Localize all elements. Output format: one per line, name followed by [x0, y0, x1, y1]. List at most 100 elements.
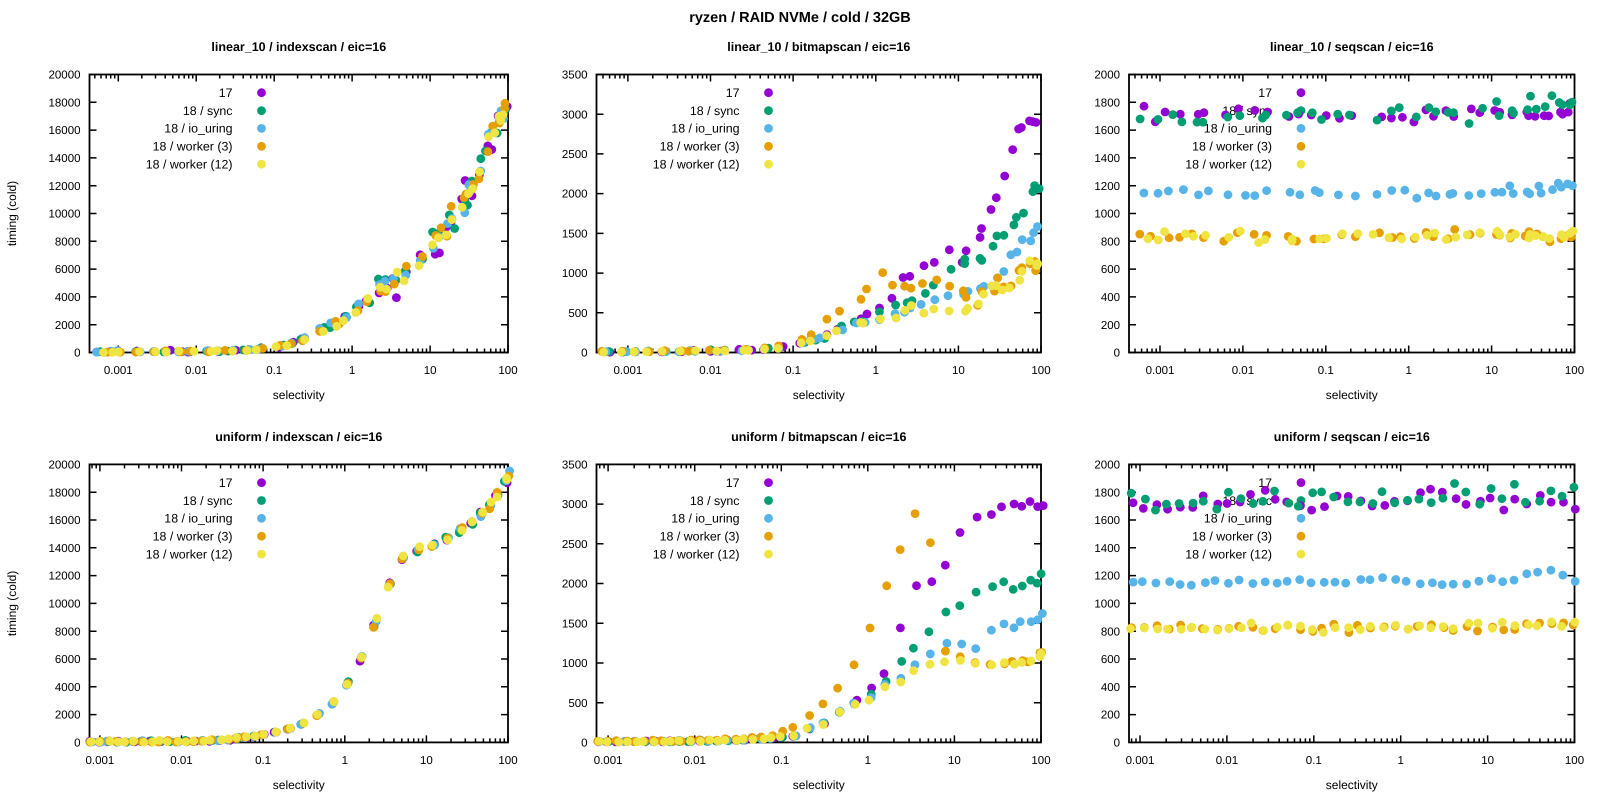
svg-text:400: 400	[1101, 292, 1120, 304]
svg-text:600: 600	[1101, 654, 1120, 666]
svg-text:500: 500	[568, 308, 587, 320]
svg-text:18 / worker (12): 18 / worker (12)	[1185, 158, 1272, 172]
svg-text:selectivity: selectivity	[793, 778, 845, 792]
svg-text:1500: 1500	[562, 229, 588, 241]
svg-text:20000: 20000	[49, 70, 81, 82]
svg-text:18 / io_uring: 18 / io_uring	[671, 122, 739, 136]
svg-text:16000: 16000	[49, 515, 81, 527]
svg-text:0: 0	[74, 738, 80, 750]
svg-text:10: 10	[948, 755, 961, 767]
svg-text:10: 10	[424, 365, 437, 377]
svg-text:18 / worker (3): 18 / worker (3)	[660, 140, 740, 154]
svg-text:0.01: 0.01	[185, 365, 207, 377]
svg-text:17: 17	[219, 476, 233, 490]
svg-text:0: 0	[74, 348, 80, 360]
svg-text:1000: 1000	[562, 268, 588, 280]
svg-text:100: 100	[1031, 755, 1050, 767]
svg-text:8000: 8000	[55, 236, 81, 248]
svg-text:selectivity: selectivity	[793, 388, 845, 402]
svg-text:0.01: 0.01	[170, 755, 192, 767]
svg-text:3000: 3000	[562, 109, 588, 121]
svg-text:17: 17	[1258, 476, 1272, 490]
svg-text:2000: 2000	[1094, 460, 1120, 472]
svg-text:2500: 2500	[562, 149, 588, 161]
svg-text:0.001: 0.001	[1146, 365, 1175, 377]
svg-text:0.1: 0.1	[1306, 755, 1322, 767]
svg-text:0: 0	[581, 738, 587, 750]
svg-text:600: 600	[1101, 264, 1120, 276]
svg-text:2000: 2000	[562, 189, 588, 201]
svg-text:18 / worker (3): 18 / worker (3)	[153, 140, 233, 154]
svg-text:4000: 4000	[55, 292, 81, 304]
svg-text:18 / sync: 18 / sync	[183, 494, 233, 508]
svg-text:18 / io_uring: 18 / io_uring	[671, 512, 739, 526]
svg-text:uniform / indexscan / eic=16: uniform / indexscan / eic=16	[215, 430, 382, 444]
svg-text:6000: 6000	[55, 264, 81, 276]
svg-text:1800: 1800	[1094, 487, 1120, 499]
svg-text:1: 1	[1405, 365, 1411, 377]
svg-text:10000: 10000	[49, 599, 81, 611]
svg-text:800: 800	[1101, 626, 1120, 638]
svg-text:selectivity: selectivity	[273, 388, 325, 402]
svg-text:18 / sync: 18 / sync	[690, 494, 740, 508]
svg-text:18 / worker (12): 18 / worker (12)	[146, 547, 233, 561]
svg-text:12000: 12000	[49, 571, 81, 583]
svg-text:400: 400	[1101, 682, 1120, 694]
svg-text:800: 800	[1101, 236, 1120, 248]
svg-text:18 / worker (3): 18 / worker (3)	[153, 530, 233, 544]
svg-text:1600: 1600	[1094, 125, 1120, 137]
svg-text:1800: 1800	[1094, 97, 1120, 109]
svg-text:2000: 2000	[55, 710, 81, 722]
svg-text:0.001: 0.001	[614, 365, 643, 377]
svg-text:linear_10 / bitmapscan / eic=1: linear_10 / bitmapscan / eic=16	[727, 40, 910, 54]
svg-text:1500: 1500	[562, 618, 588, 630]
svg-text:3500: 3500	[562, 460, 588, 472]
svg-text:2000: 2000	[1094, 70, 1120, 82]
svg-text:0.001: 0.001	[1126, 755, 1155, 767]
svg-text:18000: 18000	[49, 487, 81, 499]
svg-text:18 / worker (3): 18 / worker (3)	[1192, 140, 1272, 154]
svg-text:selectivity: selectivity	[273, 778, 325, 792]
svg-text:1600: 1600	[1094, 515, 1120, 527]
svg-text:timing (cold): timing (cold)	[5, 571, 19, 636]
svg-text:100: 100	[498, 365, 517, 377]
svg-text:10: 10	[1481, 755, 1494, 767]
svg-text:18 / worker (12): 18 / worker (12)	[1185, 547, 1272, 561]
svg-text:uniform / bitmapscan / eic=16: uniform / bitmapscan / eic=16	[731, 430, 906, 444]
svg-text:0.1: 0.1	[266, 365, 282, 377]
svg-text:0.01: 0.01	[684, 755, 706, 767]
svg-text:linear_10 / seqscan / eic=16: linear_10 / seqscan / eic=16	[1270, 40, 1434, 54]
svg-text:linear_10 / indexscan / eic=16: linear_10 / indexscan / eic=16	[211, 40, 386, 54]
svg-text:18 / sync: 18 / sync	[183, 104, 233, 118]
svg-text:10: 10	[420, 755, 433, 767]
svg-text:0.1: 0.1	[773, 755, 789, 767]
svg-text:18 / worker (3): 18 / worker (3)	[1192, 530, 1272, 544]
svg-text:2000: 2000	[562, 579, 588, 591]
svg-text:1: 1	[873, 365, 879, 377]
svg-text:1: 1	[865, 755, 871, 767]
svg-text:3000: 3000	[562, 499, 588, 511]
svg-text:10: 10	[1485, 365, 1498, 377]
svg-text:17: 17	[1258, 86, 1272, 100]
svg-text:100: 100	[1031, 365, 1050, 377]
svg-text:17: 17	[726, 86, 740, 100]
svg-text:0.001: 0.001	[104, 365, 133, 377]
svg-text:1000: 1000	[1094, 599, 1120, 611]
svg-text:1400: 1400	[1094, 153, 1120, 165]
svg-text:100: 100	[1565, 365, 1584, 377]
svg-text:18 / io_uring: 18 / io_uring	[1204, 512, 1272, 526]
svg-text:ryzen / RAID NVMe / cold / 32G: ryzen / RAID NVMe / cold / 32GB	[689, 10, 911, 26]
svg-text:1: 1	[349, 365, 355, 377]
svg-text:2500: 2500	[562, 539, 588, 551]
svg-text:18 / io_uring: 18 / io_uring	[164, 512, 232, 526]
svg-text:20000: 20000	[49, 460, 81, 472]
svg-text:0.1: 0.1	[1318, 365, 1334, 377]
svg-text:18000: 18000	[49, 97, 81, 109]
svg-text:18 / worker (12): 18 / worker (12)	[653, 158, 740, 172]
svg-text:17: 17	[726, 476, 740, 490]
svg-text:selectivity: selectivity	[1326, 778, 1378, 792]
svg-text:18 / sync: 18 / sync	[1222, 494, 1272, 508]
svg-text:4000: 4000	[55, 682, 81, 694]
svg-text:1000: 1000	[562, 658, 588, 670]
svg-text:18 / worker (12): 18 / worker (12)	[653, 547, 740, 561]
